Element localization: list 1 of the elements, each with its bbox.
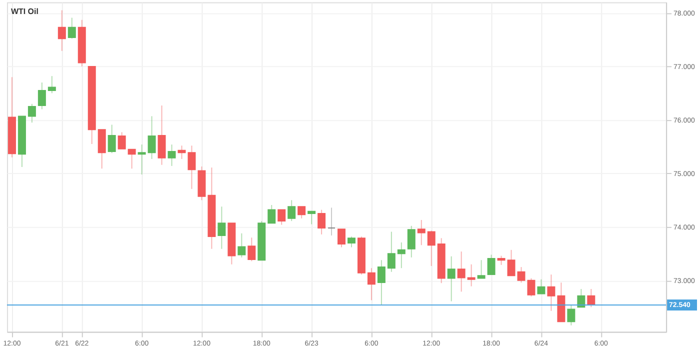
text: WTI Oil [10,7,38,16]
